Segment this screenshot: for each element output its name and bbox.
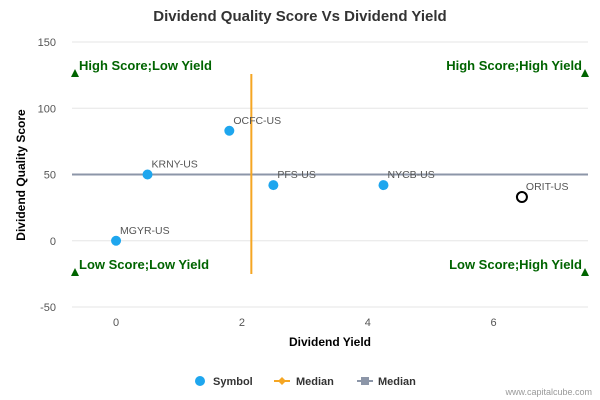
- quadrant-triangle-marker: [71, 69, 79, 77]
- data-point: [111, 235, 122, 246]
- y-tick-label: -50: [40, 302, 56, 314]
- quadrant-top-left: High Score;Low Yield: [79, 58, 212, 73]
- data-point-label: OCFC-US: [233, 115, 281, 127]
- data-points: MGYR-US KRNY-US OCFC-US PFS-US NYCB-US ORIT-U…: [111, 115, 569, 246]
- data-point-highlighted: [515, 191, 528, 204]
- data-point-label: NYCB-US: [387, 169, 434, 181]
- data-point-label: PFS-US: [277, 169, 316, 181]
- quadrant-top-right: High Score;High Yield: [446, 58, 582, 73]
- legend-symbol-marker: [195, 376, 205, 386]
- y-axis-title: Dividend Quality Score: [14, 109, 28, 241]
- tick-labels: -50 0 50 100 150 0 2 4 6: [38, 37, 497, 329]
- quadrant-markers: [71, 69, 589, 276]
- quadrant-triangle-marker: [581, 69, 589, 77]
- legend-median-y-marker: [361, 377, 369, 385]
- y-tick-label: 100: [38, 103, 56, 115]
- legend-item-symbol[interactable]: Symbol: [195, 376, 253, 388]
- data-point: [142, 169, 153, 180]
- legend-item-median-y[interactable]: Median: [357, 376, 416, 388]
- data-point: [268, 180, 279, 191]
- data-point-label: MGYR-US: [120, 225, 170, 237]
- quadrant-bottom-right: Low Score;High Yield: [449, 257, 582, 272]
- legend-item-median-x[interactable]: Median: [274, 376, 334, 388]
- data-point-label: ORIT-US: [526, 181, 569, 193]
- legend: Symbol Median Median: [195, 376, 416, 388]
- x-tick-label: 4: [365, 317, 371, 329]
- chart-title: Dividend Quality Score Vs Dividend Yield: [153, 8, 446, 25]
- quadrant-triangle-marker: [71, 268, 79, 276]
- legend-symbol-label: Symbol: [213, 376, 253, 388]
- quadrant-labels: High Score;Low Yield High Score;High Yie…: [79, 58, 582, 272]
- x-tick-label: 0: [113, 317, 119, 329]
- credit-text: www.capitalcube.com: [504, 387, 592, 397]
- legend-median-x-label: Median: [296, 376, 334, 388]
- data-point: [224, 125, 235, 136]
- data-point-label: KRNY-US: [152, 159, 198, 171]
- median-lines: [72, 74, 588, 274]
- legend-median-x-marker: [278, 377, 286, 385]
- quadrant-triangle-marker: [581, 268, 589, 276]
- quadrant-bottom-left: Low Score;Low Yield: [79, 257, 209, 272]
- x-tick-label: 6: [491, 317, 497, 329]
- y-tick-label: 0: [50, 236, 56, 248]
- x-tick-label: 2: [239, 317, 245, 329]
- data-point: [378, 180, 389, 191]
- legend-median-y-label: Median: [378, 376, 416, 388]
- y-tick-label: 150: [38, 37, 56, 49]
- x-axis-title: Dividend Yield: [289, 335, 371, 349]
- y-tick-label: 50: [44, 170, 56, 182]
